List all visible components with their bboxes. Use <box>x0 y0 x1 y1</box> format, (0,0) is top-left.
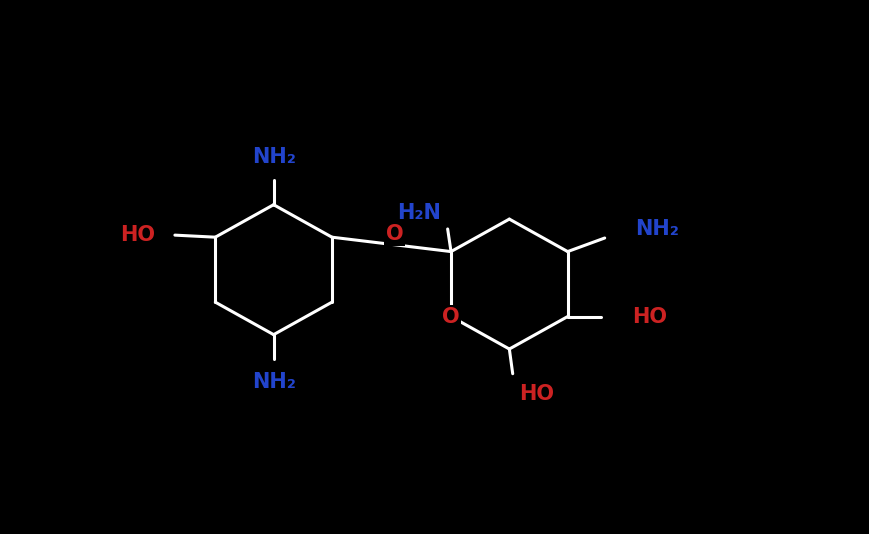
Text: NH₂: NH₂ <box>635 219 679 239</box>
Text: NH₂: NH₂ <box>252 147 295 168</box>
Text: O: O <box>386 224 404 244</box>
Text: HO: HO <box>120 225 155 245</box>
Text: HO: HO <box>632 307 667 327</box>
Text: NH₂: NH₂ <box>252 372 295 392</box>
Text: H₂N: H₂N <box>397 202 441 223</box>
Text: HO: HO <box>520 384 554 404</box>
Text: O: O <box>442 307 460 327</box>
